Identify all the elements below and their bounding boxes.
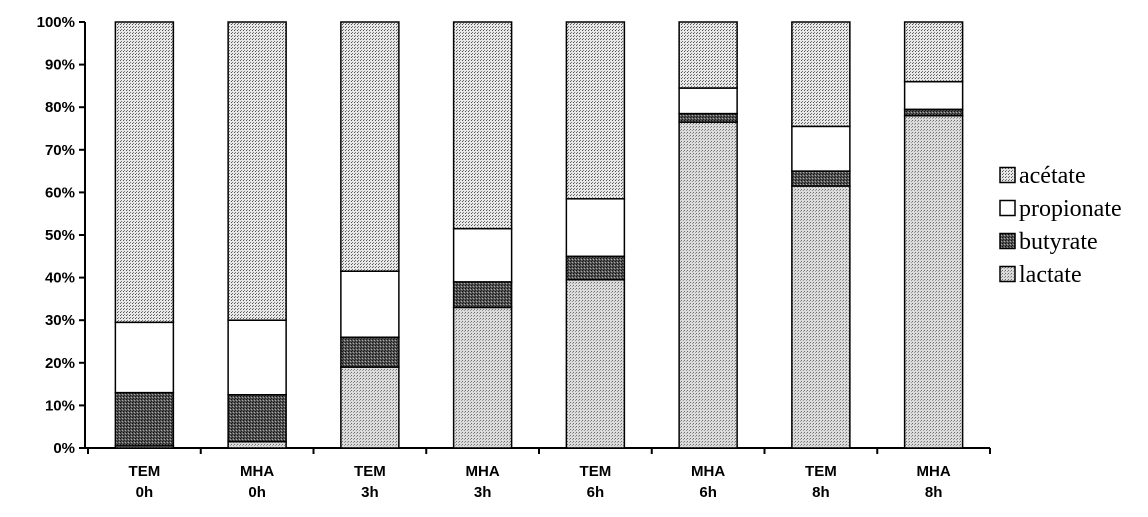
x-category-label: MHA (466, 463, 500, 480)
bar-segment-acetate (791, 21, 851, 128)
bar-segment-lactate (227, 440, 287, 449)
bar-segment-butyrate (227, 394, 287, 443)
bar-segment-propionate (565, 198, 626, 258)
x-category-label: 6h (587, 484, 605, 501)
bar-segment-propionate (678, 87, 738, 115)
bar-segment-acetate (340, 21, 400, 272)
bar-segment-acetate (452, 21, 513, 230)
y-tick-label: 70% (45, 142, 75, 159)
bar-segment-butyrate (903, 108, 964, 117)
bar-segment-butyrate (340, 336, 400, 368)
legend-label: lactate (1019, 262, 1082, 288)
x-category-label: 8h (925, 484, 943, 501)
x-category-label: 3h (474, 484, 492, 501)
legend: acétate propionate butyrate lactate (999, 163, 1122, 288)
y-tick-label: 0% (53, 440, 75, 457)
bar-segment-propionate (227, 319, 287, 396)
bar-segment-lactate (678, 121, 738, 449)
bar-segment-butyrate (452, 281, 513, 309)
y-tick-label: 30% (45, 312, 75, 329)
y-tick-label: 60% (45, 184, 75, 201)
bar-segment-acetate (565, 21, 626, 200)
legend-swatch (999, 265, 1016, 283)
bar-segment-acetate (114, 21, 175, 324)
x-category-label: TEM (580, 463, 612, 480)
plot-area: 0% 10% 20% 30% 40% 50% 60% 70% 80% 90% 100% TEM 0h MH… (37, 14, 991, 501)
bar-segment-lactate (791, 185, 851, 449)
x-category-label: 3h (361, 484, 379, 501)
bar-segment-butyrate (791, 170, 851, 187)
legend-swatch (999, 166, 1016, 184)
x-category-label: MHA (240, 463, 274, 480)
bar-segment-propionate (452, 227, 513, 283)
y-tick-label: 50% (45, 227, 75, 244)
bar-segment-lactate (340, 366, 400, 449)
x-category-label: 8h (812, 484, 830, 501)
x-category-label: TEM (354, 463, 386, 480)
bar-segment-lactate (452, 306, 513, 449)
y-tick-label: 90% (45, 57, 75, 74)
legend-label: butyrate (1019, 229, 1098, 255)
bar-segment-butyrate (565, 255, 626, 281)
x-category-label: 6h (699, 484, 717, 501)
bar-segment-propionate (791, 125, 851, 172)
bar-segment-butyrate (114, 391, 175, 447)
bar-segment-propionate (903, 80, 964, 111)
bar-segment-butyrate (678, 112, 738, 123)
y-tick-label: 10% (45, 397, 75, 414)
y-tick-label: 40% (45, 270, 75, 287)
y-tick-label: 100% (37, 14, 75, 31)
bar-segment-lactate (565, 278, 626, 449)
bar-segment-propionate (114, 321, 175, 394)
legend-swatch (999, 199, 1016, 217)
x-category-label: MHA (917, 463, 951, 480)
bar-segment-propionate (340, 270, 400, 338)
bar-segment-acetate (678, 21, 738, 89)
bar-segment-acetate (227, 21, 287, 321)
x-category-label: TEM (129, 463, 161, 480)
y-tick-label: 20% (45, 355, 75, 372)
bar-segment-acetate (903, 21, 964, 83)
x-category-label: 0h (248, 484, 266, 501)
bar-segment-lactate (903, 114, 964, 449)
legend-swatch (999, 232, 1016, 250)
legend-label: propionate (1019, 196, 1122, 222)
y-tick-label: 80% (45, 99, 75, 116)
x-category-label: MHA (691, 463, 725, 480)
x-category-label: TEM (805, 463, 837, 480)
x-category-label: 0h (136, 484, 154, 501)
legend-label: acétate (1019, 163, 1086, 189)
